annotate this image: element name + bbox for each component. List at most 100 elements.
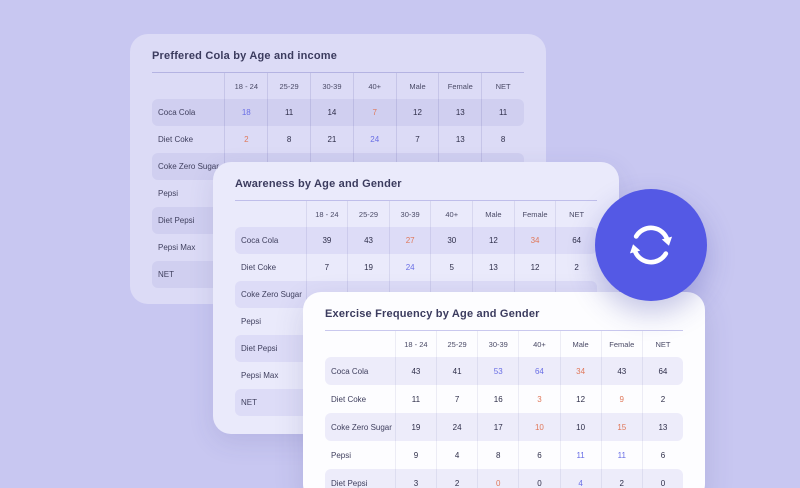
data-cell: 6 [518,441,559,469]
row-label: Diet Pepsi [158,216,195,225]
table-row: Pepsi 9 4 8 6 11 11 6 [325,441,683,469]
data-cell: 43 [347,227,389,254]
row-label: Coke Zero Sugar [331,422,392,432]
data-cell: 10 [518,413,559,441]
data-cell: 39 [305,227,348,254]
row-label: Coca Cola [241,236,279,245]
data-cell: 34 [513,227,556,254]
data-cell: 13 [438,126,481,153]
data-cell: 7 [436,385,477,413]
sync-button[interactable] [595,189,707,301]
column-header: 18 - 24 [224,73,267,99]
data-cell: 2 [600,469,642,488]
data-cell: 64 [641,357,683,385]
column-header: Female [438,73,481,99]
data-cell: 13 [472,254,514,281]
data-cell: 11 [267,99,310,126]
data-cell: 11 [394,385,436,413]
data-cell: 7 [352,99,396,126]
data-cell: 0 [518,469,559,488]
data-cell: 24 [352,126,396,153]
row-label: Pepsi [241,317,262,326]
data-cell: 41 [436,357,477,385]
column-header: 18 - 24 [394,331,436,357]
data-cell: 21 [310,126,353,153]
data-cell: 43 [600,357,642,385]
column-header: NET [641,331,683,357]
data-cell: 10 [559,413,601,441]
data-cell: 43 [394,357,436,385]
column-header: 40+ [518,331,559,357]
data-cell: 3 [394,469,436,488]
column-header: 30-39 [477,331,518,357]
data-cell: 18 [224,99,267,126]
column-header: 30-39 [388,201,431,227]
data-cell: 6 [641,441,683,469]
row-label: Diet Pepsi [241,344,278,353]
data-cell: 8 [481,126,524,153]
table-row: Coke Zero Sugar 19 24 17 10 10 15 13 [325,413,683,441]
data-cell: 24 [436,413,477,441]
column-header: 25-29 [267,73,310,99]
data-cell: 19 [394,413,436,441]
data-cell: 14 [310,99,353,126]
table-header-row: 18 - 24 25-29 30-39 40+ Male Female NET [325,331,683,357]
table-row: Coca Cola 43 41 53 64 34 43 64 [325,357,683,385]
data-cell: 9 [394,441,436,469]
data-cell: 64 [518,357,559,385]
row-label-header [152,73,224,99]
column-header: Female [600,331,642,357]
column-header: NET [481,73,524,99]
data-cell: 2 [555,254,597,281]
data-cell: 0 [641,469,683,488]
column-header: Female [513,201,556,227]
data-cell: 13 [438,99,481,126]
data-cell: 9 [600,385,642,413]
data-cell: 3 [518,385,559,413]
row-label: Coca Cola [331,366,369,376]
row-label: Diet Coke [241,263,277,272]
table-row: Coca Cola 39 43 27 30 12 34 64 [235,227,597,254]
data-cell: 53 [477,357,518,385]
data-cell: 64 [555,227,597,254]
column-header: Male [559,331,601,357]
data-cell: 34 [559,357,601,385]
row-label: Diet Pepsi [331,478,368,488]
data-cell: 11 [481,99,524,126]
data-cell: 7 [305,254,348,281]
row-label: NET [241,398,257,407]
row-label: Pepsi Max [158,243,196,252]
table-header-row: 18 - 24 25-29 30-39 40+ Male Female NET [235,201,597,227]
row-label-header [235,201,306,227]
card-title: Exercise Frequency by Age and Gender [325,308,540,320]
row-label: Coke Zero Sugar [158,162,219,171]
table-row: Diet Coke 7 19 24 5 13 12 2 [235,254,597,281]
data-cell: 11 [600,441,642,469]
column-header: 40+ [430,201,472,227]
table-row: Coca Cola 18 11 14 7 12 13 11 [152,99,524,126]
row-label: Pepsi [158,189,179,198]
row-label: NET [158,270,174,279]
data-cell: 11 [559,441,601,469]
data-cell: 12 [513,254,556,281]
column-header: 30-39 [310,73,353,99]
data-cell: 12 [472,227,514,254]
column-header: Male [395,73,439,99]
data-cell: 19 [347,254,389,281]
row-label: Diet Coke [158,135,194,144]
row-label: Diet Coke [331,394,367,404]
data-cell: 30 [430,227,472,254]
data-cell: 12 [395,99,439,126]
table-row: Diet Pepsi 3 2 0 0 4 2 0 [325,469,683,488]
data-cell: 17 [477,413,518,441]
row-label: Pepsi [331,450,352,460]
column-header: 18 - 24 [305,201,348,227]
refresh-icon [629,225,673,265]
table-header-row: 18 - 24 25-29 30-39 40+ Male Female NET [152,73,524,99]
data-cell: 2 [641,385,683,413]
table-row: Diet Coke 11 7 16 3 12 9 2 [325,385,683,413]
row-label: Coke Zero Sugar [241,290,302,299]
data-cell: 4 [559,469,601,488]
data-cell: 8 [267,126,310,153]
